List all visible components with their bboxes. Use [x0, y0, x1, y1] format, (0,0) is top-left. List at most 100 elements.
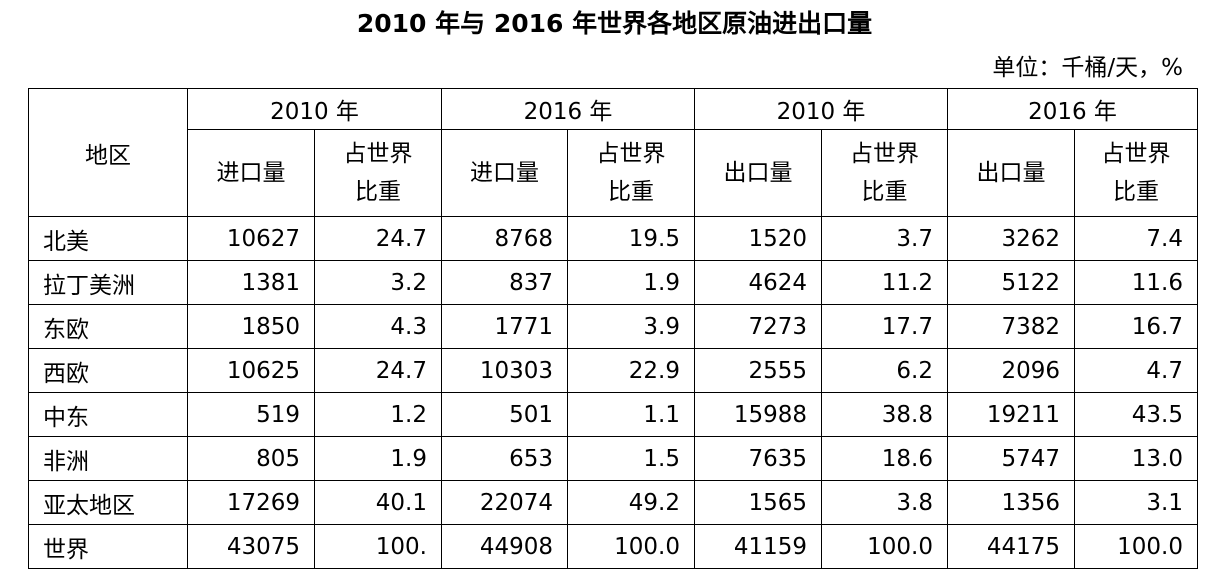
value-cell: 41159 [694, 524, 822, 569]
sub-header: 占世界 比重 [314, 129, 442, 217]
region-cell: 东欧 [28, 304, 188, 349]
data-row: 东欧 1850 4.3 1771 3.9 7273 17.7 7382 16.7 [28, 304, 1198, 349]
unit-note: 单位：千桶/天，% [992, 55, 1183, 81]
region-cell: 中东 [28, 392, 188, 437]
value-cell: 8768 [441, 216, 568, 261]
year-header: 2016 年 [947, 88, 1198, 130]
sub-header: 进口量 [187, 129, 315, 217]
value-cell: 1381 [187, 260, 315, 305]
value-cell: 43075 [187, 524, 315, 569]
header-line: 占世界 [596, 141, 666, 167]
value-cell: 1356 [947, 480, 1075, 525]
value-cell: 1565 [694, 480, 822, 525]
data-row: 中东 519 1.2 501 1.1 15988 38.8 19211 43.5 [28, 392, 1198, 437]
value-cell: 10627 [187, 216, 315, 261]
value-cell: 40.1 [314, 480, 442, 525]
data-table: 地区 2010 年 2016 年 2010 年 2016 年进口量 占世界 比重 进口量 占世界… [28, 88, 1198, 569]
value-cell: 16.7 [1074, 304, 1198, 349]
value-cell: 19.5 [567, 216, 695, 261]
value-cell: 24.7 [314, 348, 442, 393]
value-cell: 1850 [187, 304, 315, 349]
value-cell: 4.7 [1074, 348, 1198, 393]
value-cell: 1.9 [567, 260, 695, 305]
title: 2010 年与 2016 年世界各地区原油进出口量 [356, 9, 873, 38]
region-cell: 亚太地区 [28, 480, 188, 525]
value-cell: 11.6 [1074, 260, 1198, 305]
value-cell: 43.5 [1074, 392, 1198, 437]
sub-header: 占世界 比重 [567, 129, 695, 217]
data-row: 世界 43075 100. 44908 100.0 41159 100.0 44175 100.… [28, 524, 1198, 569]
sub-header: 出口量 [694, 129, 822, 217]
value-cell: 1.2 [314, 392, 442, 437]
value-cell: 49.2 [567, 480, 695, 525]
value-cell: 1771 [441, 304, 568, 349]
sub-header: 出口量 [947, 129, 1075, 217]
header-line: 比重 [861, 179, 908, 205]
value-cell: 22.9 [567, 348, 695, 393]
value-cell: 100.0 [567, 524, 695, 569]
data-row: 非洲 805 1.9 653 1.5 7635 18.6 5747 13.0 [28, 436, 1198, 481]
value-cell: 3.7 [821, 216, 948, 261]
year-header: 2010 年 [694, 88, 948, 130]
value-cell: 19211 [947, 392, 1075, 437]
value-cell: 4.3 [314, 304, 442, 349]
header-line: 出口量 [723, 160, 793, 186]
value-cell: 10625 [187, 348, 315, 393]
value-cell: 18.6 [821, 436, 948, 481]
header-line: 进口量 [216, 160, 286, 186]
value-cell: 3.1 [1074, 480, 1198, 525]
value-cell: 5122 [947, 260, 1075, 305]
value-cell: 10303 [441, 348, 568, 393]
value-cell: 1520 [694, 216, 822, 261]
data-row: 西欧 10625 24.7 10303 22.9 2555 6.2 2096 4.7 [28, 348, 1198, 393]
header-line: 比重 [1113, 179, 1159, 205]
value-cell: 15988 [694, 392, 822, 437]
value-cell: 2555 [694, 348, 822, 393]
header-row: 进口量 占世界 比重 进口量 占世界 比重 出口量 占世界 比重 出口量 占世界 比重 [29, 129, 1198, 217]
value-cell: 100.0 [821, 524, 948, 569]
value-cell: 44908 [441, 524, 568, 569]
value-cell: 11.2 [821, 260, 948, 305]
value-cell: 7.4 [1074, 216, 1198, 261]
value-cell: 44175 [947, 524, 1075, 569]
value-cell: 13.0 [1074, 436, 1198, 481]
year-header: 2016 年 [441, 88, 695, 130]
value-cell: 38.8 [821, 392, 948, 437]
header-line: 比重 [355, 179, 401, 205]
value-cell: 7635 [694, 436, 822, 481]
value-cell: 837 [441, 260, 568, 305]
value-cell: 1.5 [567, 436, 695, 481]
value-cell: 3262 [947, 216, 1075, 261]
value-cell: 2096 [947, 348, 1075, 393]
sub-header: 进口量 [441, 129, 568, 217]
header-row: 地区 2010 年 2016 年 2010 年 2016 年 [28, 88, 1198, 217]
value-cell: 3.9 [567, 304, 695, 349]
value-cell: 1.9 [314, 436, 442, 481]
value-cell: 7273 [694, 304, 822, 349]
value-cell: 653 [441, 436, 568, 481]
value-cell: 5747 [947, 436, 1075, 481]
data-row: 北美 10627 24.7 8768 19.5 1520 3.7 3262 7.4 [28, 216, 1198, 261]
header-line: 比重 [608, 179, 654, 205]
header-line: 占世界 [343, 141, 413, 167]
value-cell: 3.8 [821, 480, 948, 525]
region-cell: 北美 [28, 216, 188, 261]
sub-header: 占世界 比重 [821, 129, 948, 217]
region-header: 地区 [28, 88, 188, 217]
header-line: 进口量 [470, 160, 539, 186]
value-cell: 17.7 [821, 304, 948, 349]
region-cell: 拉丁美洲 [28, 260, 188, 305]
value-cell: 3.2 [314, 260, 442, 305]
value-cell: 17269 [187, 480, 315, 525]
value-cell: 519 [187, 392, 315, 437]
value-cell: 100.0 [1074, 524, 1198, 569]
header-line: 占世界 [1101, 141, 1171, 167]
value-cell: 1.1 [567, 392, 695, 437]
region-cell: 西欧 [28, 348, 188, 393]
header-line: 占世界 [850, 141, 919, 167]
value-cell: 6.2 [821, 348, 948, 393]
sub-header: 占世界 比重 [1074, 129, 1198, 217]
value-cell: 22074 [441, 480, 568, 525]
value-cell: 100. [314, 524, 442, 569]
